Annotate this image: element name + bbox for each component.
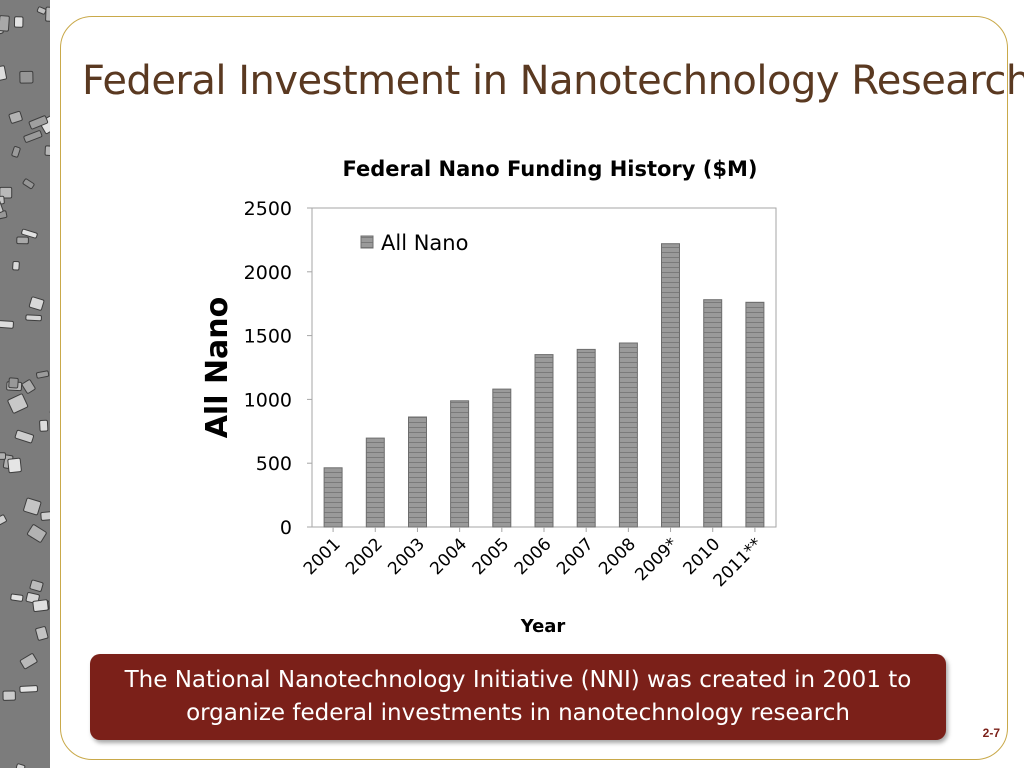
x-tick-label: 2009* <box>631 534 682 585</box>
bar <box>745 301 765 528</box>
y-tick-label: 1000 <box>244 389 292 411</box>
x-axis-label: Year <box>520 616 566 637</box>
x-tick-label: 2004 <box>426 534 471 579</box>
bar <box>618 342 638 528</box>
bar <box>365 437 385 528</box>
y-tick-label: 1500 <box>244 326 292 348</box>
bar <box>534 354 554 528</box>
legend-label: All Nano <box>381 231 468 255</box>
bar <box>661 243 680 528</box>
y-axis-label: All Nano <box>200 297 235 439</box>
x-tick-label: 2006 <box>511 534 556 579</box>
x-tick-label: 2001 <box>300 534 345 579</box>
bar <box>576 348 596 528</box>
bar <box>450 400 470 528</box>
slide-title: Federal Investment in Nanotechnology Res… <box>82 58 1024 104</box>
bar <box>323 467 343 528</box>
legend-swatch <box>360 235 374 249</box>
decorative-texture-strip <box>0 0 50 768</box>
callout-box: The National Nanotechnology Initiative (… <box>90 654 946 740</box>
chart-title: Federal Nano Funding History ($M) <box>342 157 757 181</box>
y-tick-label: 2000 <box>244 262 292 284</box>
x-tick-label: 2003 <box>384 534 429 579</box>
callout-text: The National Nanotechnology Initiative (… <box>124 667 912 726</box>
y-tick-label: 2500 <box>244 198 292 220</box>
y-tick-label: 500 <box>256 453 292 475</box>
bar <box>408 416 427 528</box>
page-number: 2-7 <box>982 726 1000 740</box>
x-tick-label: 2007 <box>553 534 598 579</box>
bar <box>703 299 723 528</box>
y-tick-label: 0 <box>280 517 292 539</box>
bar <box>492 388 512 528</box>
x-tick-label: 2002 <box>342 534 387 579</box>
decorative-texture-image <box>0 0 50 768</box>
bar-chart: Federal Nano Funding History ($M) 0 500 100… <box>200 157 777 637</box>
x-tick-label: 2005 <box>469 534 514 579</box>
